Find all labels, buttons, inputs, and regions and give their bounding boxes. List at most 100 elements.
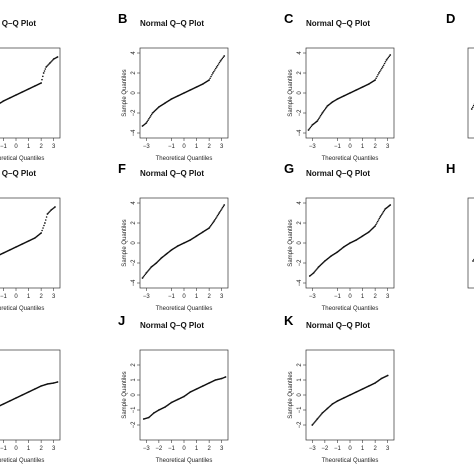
qq-point bbox=[386, 374, 389, 377]
qq-point bbox=[319, 114, 322, 117]
qq-point bbox=[308, 127, 311, 130]
x-tick-label: 0 bbox=[182, 446, 186, 452]
qq-point bbox=[375, 77, 377, 80]
y-tick-label: −4 bbox=[131, 129, 137, 137]
qq-point bbox=[324, 107, 327, 110]
qq-point bbox=[149, 115, 152, 117]
qq-point bbox=[381, 66, 384, 68]
y-tick-label: 4 bbox=[297, 51, 303, 55]
x-tick-label: 3 bbox=[386, 446, 390, 452]
y-axis-label: Sample Quantiles bbox=[122, 371, 128, 418]
x-tick-label: −1 bbox=[0, 446, 8, 452]
x-tick-label: −3 bbox=[143, 446, 151, 452]
x-tick-label: 1 bbox=[195, 446, 199, 452]
qq-point bbox=[142, 275, 145, 278]
qq-point bbox=[215, 216, 218, 218]
qq-point bbox=[214, 67, 217, 70]
y-tick-label: 1 bbox=[131, 378, 137, 382]
qq-panel-b: B Normal Q–Q Plot −3 −1 0 1 2 3 −4 −2 0 2 4 Theoretic… bbox=[118, 11, 229, 162]
panel-letter: J bbox=[118, 313, 125, 328]
qq-point bbox=[215, 66, 218, 68]
panel-title: Normal Q–Q Plot bbox=[0, 169, 36, 178]
qq-point bbox=[211, 222, 214, 225]
y-tick-label: 0 bbox=[297, 91, 303, 95]
qq-point bbox=[380, 214, 382, 217]
qq-point bbox=[385, 59, 388, 61]
x-tick-label: 1 bbox=[195, 144, 199, 150]
qq-point bbox=[147, 119, 149, 121]
qq-point bbox=[317, 118, 319, 121]
qq-point bbox=[56, 381, 59, 383]
qq-point bbox=[224, 376, 227, 378]
qq-point bbox=[150, 113, 153, 116]
x-tick-label: 1 bbox=[27, 446, 31, 452]
x-axis-label: Theoretical Quantiles bbox=[0, 306, 44, 312]
y-tick-label: −2 bbox=[131, 259, 137, 267]
qq-point bbox=[378, 72, 380, 74]
y-tick-label: 4 bbox=[131, 51, 137, 55]
qq-point bbox=[208, 227, 211, 229]
qq-point bbox=[212, 72, 214, 74]
qq-point bbox=[381, 212, 384, 214]
y-axis-label: Sample Quantiles bbox=[288, 219, 294, 266]
x-tick-label: 2 bbox=[207, 294, 211, 300]
qq-point bbox=[218, 212, 221, 214]
qq-point bbox=[383, 62, 386, 65]
qq-point bbox=[47, 212, 50, 214]
qq-point bbox=[48, 211, 51, 213]
qq-point bbox=[380, 67, 383, 70]
qq-panel-c: C Normal Q–Q Plot −3 −1 0 1 2 3 −4 −2 0 2 4 Theoretic… bbox=[284, 11, 395, 162]
qq-point bbox=[41, 229, 43, 232]
qq-point bbox=[219, 210, 221, 213]
qq-point bbox=[217, 63, 220, 65]
qq-panel-h: HN bbox=[446, 161, 474, 289]
y-tick-label: −1 bbox=[131, 406, 137, 414]
qq-point bbox=[40, 232, 43, 234]
y-axis-label: Sample Quantiles bbox=[288, 371, 294, 418]
y-tick-label: 0 bbox=[297, 241, 303, 245]
qq-point bbox=[45, 216, 48, 218]
qq-point bbox=[210, 223, 213, 226]
y-axis-label: Sample Quantiles bbox=[122, 219, 128, 266]
x-tick-label: 0 bbox=[182, 144, 186, 150]
qq-point bbox=[220, 58, 223, 61]
y-tick-label: 2 bbox=[131, 71, 137, 75]
x-tick-label: 3 bbox=[220, 446, 224, 452]
x-tick-label: −1 bbox=[334, 446, 342, 452]
qq-point bbox=[320, 113, 323, 116]
qq-point bbox=[324, 108, 326, 111]
y-tick-label: 4 bbox=[297, 201, 303, 205]
qq-point bbox=[46, 65, 48, 67]
qq-panel-f: F Normal Q–Q Plot −3 −1 0 1 2 3 −4 −2 0 2 4 Theoretic… bbox=[118, 161, 229, 312]
panel-letter: G bbox=[284, 161, 294, 176]
y-tick-label: −4 bbox=[297, 129, 303, 137]
x-tick-label: 3 bbox=[386, 294, 390, 300]
qq-point bbox=[318, 117, 320, 120]
panel-letter: B bbox=[118, 11, 127, 26]
y-tick-label: 2 bbox=[297, 71, 303, 75]
y-tick-label: −4 bbox=[297, 279, 303, 287]
qq-point bbox=[322, 111, 324, 113]
qq-point bbox=[470, 108, 473, 110]
qq-point bbox=[376, 222, 378, 224]
qq-point bbox=[44, 68, 47, 70]
x-tick-label: 2 bbox=[39, 294, 43, 300]
qq-point bbox=[380, 69, 382, 71]
qq-point bbox=[213, 70, 215, 73]
x-tick-label: 2 bbox=[39, 446, 43, 452]
qq-point bbox=[214, 218, 216, 221]
qq-point bbox=[51, 60, 53, 62]
y-tick-label: −1 bbox=[297, 406, 303, 414]
panel-letter: D bbox=[446, 11, 455, 26]
qq-point bbox=[222, 56, 225, 59]
qq-point bbox=[388, 55, 391, 58]
y-tick-label: 2 bbox=[131, 363, 137, 367]
y-tick-label: 4 bbox=[131, 201, 137, 205]
x-tick-label: 0 bbox=[348, 144, 352, 150]
qq-panel-i: −1 0 1 2 3 Theoretical Quantiles bbox=[0, 349, 61, 464]
qq-point bbox=[214, 69, 216, 71]
y-tick-label: −2 bbox=[297, 109, 303, 117]
y-tick-label: 2 bbox=[297, 363, 303, 367]
qq-point bbox=[54, 206, 56, 208]
